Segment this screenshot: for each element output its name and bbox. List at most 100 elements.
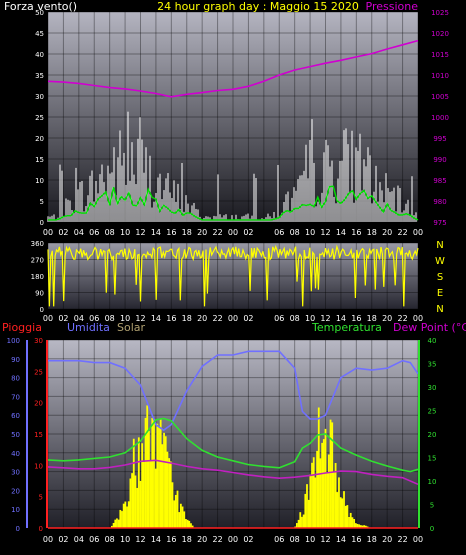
x-tick-label: 20 <box>382 228 392 237</box>
wind-series <box>47 111 419 222</box>
y-tick-label: 20 <box>11 487 20 495</box>
x-tick-label: 08 <box>290 228 300 237</box>
x-tick-label: 08 <box>290 535 300 544</box>
y-tick-label: 0 <box>40 306 44 314</box>
y-tick-label: 1010 <box>431 72 449 80</box>
x-tick-label: 22 <box>397 228 407 237</box>
y-tick-label: 15 <box>428 455 437 463</box>
x-tick-label: 08 <box>105 228 115 237</box>
y-tick-label: 10 <box>428 478 437 486</box>
x-tick-label: 12 <box>320 314 330 323</box>
x-tick-label: 02 <box>243 228 253 237</box>
y-tick-label: 40 <box>11 450 20 458</box>
wind-axis-ticks: 0 5 10 15 20 25 30 35 40 45 50 <box>35 9 44 227</box>
y-tick-label: 975 <box>433 219 446 227</box>
pressure-axis-ticks: 975 980 985 990 995 1000 1005 1010 1015 1020 1025 <box>431 9 449 227</box>
x-tick-label: 22 <box>397 314 407 323</box>
x-tick-label: 18 <box>182 314 192 323</box>
x-tick-label: 00 <box>43 228 53 237</box>
direction-axis-ticks: 0 90 180 270 360 <box>31 240 44 314</box>
x-tick-label: 06 <box>274 314 284 323</box>
x-tick-label: 22 <box>397 535 407 544</box>
y-tick-label: 60 <box>11 412 20 420</box>
x-tick-label: 20 <box>197 228 207 237</box>
x-tick-label: 18 <box>367 314 377 323</box>
x-tick-label: 12 <box>320 228 330 237</box>
climate-chart: 0 10 20 30 40 50 60 70 80 90 100 0 5 10 15 20 25 30 0 5 10… <box>2 321 466 544</box>
x-tick-label: 14 <box>151 314 161 323</box>
y-tick-label: 10 <box>35 177 44 185</box>
climate-series <box>47 350 419 529</box>
x-tick-label: 18 <box>367 535 377 544</box>
x-tick-label: 16 <box>166 535 176 544</box>
temperature-axis-ticks: 0 5 10 15 20 25 30 35 40 <box>428 337 437 533</box>
rain-axis-ticks: 0 5 10 15 20 25 30 <box>34 337 43 533</box>
y-tick-label: 0 <box>430 525 434 533</box>
x-tick-label: 06 <box>274 228 284 237</box>
x-tick-label: 12 <box>135 228 145 237</box>
dew_point-line <box>47 459 419 486</box>
y-tick-label: 1015 <box>431 51 449 59</box>
y-tick-label: 360 <box>31 240 44 248</box>
x-tick-label: 12 <box>135 535 145 544</box>
x-tick-label: 22 <box>212 228 222 237</box>
chart-title: 24 hour graph day : Maggio 15 2020 <box>157 0 359 13</box>
y-tick-label: 35 <box>428 361 437 369</box>
compass-label: N <box>436 240 443 251</box>
x-tick-label: 16 <box>166 228 176 237</box>
y-tick-label: 1025 <box>431 9 449 17</box>
x-tick-label: 06 <box>89 535 99 544</box>
legend-solar: Solar <box>117 321 146 334</box>
y-tick-label: 50 <box>11 431 20 439</box>
x-tick-label: 02 <box>58 228 68 237</box>
x-tick-label: 18 <box>367 228 377 237</box>
temperature-line <box>47 417 419 473</box>
y-tick-label: 40 <box>35 51 44 59</box>
x-tick-label: 18 <box>182 228 192 237</box>
y-tick-label: 35 <box>35 72 44 80</box>
pressure-axis-label: Pressione <box>366 0 419 13</box>
x-tick-label: 10 <box>305 228 315 237</box>
x-tick-label: 12 <box>320 535 330 544</box>
y-tick-label: 1005 <box>431 93 449 101</box>
y-tick-label: 40 <box>428 337 437 345</box>
y-tick-label: 5 <box>40 198 44 206</box>
x-tick-label: 10 <box>120 314 130 323</box>
x-tick-label: 02 <box>58 314 68 323</box>
y-tick-label: 20 <box>35 135 44 143</box>
direction-x-ticks: 00 02 04 06 08 10 12 14 16 18 20 22 00 02 06 08 10 12 14 16… <box>43 314 423 323</box>
x-tick-label: 06 <box>89 228 99 237</box>
y-tick-label: 25 <box>428 408 437 416</box>
y-tick-label: 25 <box>35 114 44 122</box>
y-tick-label: 0 <box>39 525 43 533</box>
x-tick-label: 06 <box>274 535 284 544</box>
x-tick-label: 16 <box>351 314 361 323</box>
x-tick-label: 06 <box>89 314 99 323</box>
y-tick-label: 980 <box>433 198 446 206</box>
x-tick-label: 00 <box>43 314 53 323</box>
humidity-line <box>48 350 419 432</box>
y-tick-label: 5 <box>39 494 43 502</box>
y-tick-label: 80 <box>11 375 20 383</box>
y-tick-label: 100 <box>7 337 20 345</box>
wind-direction-line <box>47 244 419 307</box>
x-tick-label: 10 <box>120 535 130 544</box>
pressure-line <box>47 39 419 98</box>
x-tick-label: 20 <box>197 535 207 544</box>
y-tick-label: 20 <box>428 431 437 439</box>
y-tick-label: 30 <box>35 93 44 101</box>
y-tick-label: 10 <box>11 506 20 514</box>
climate-plot-area <box>48 340 418 528</box>
x-tick-label: 14 <box>151 535 161 544</box>
x-tick-label: 00 <box>43 535 53 544</box>
x-tick-label: 08 <box>290 314 300 323</box>
compass-label: S <box>437 272 443 283</box>
x-tick-label: 00 <box>228 314 238 323</box>
legend-rain: Pioggia <box>2 321 42 334</box>
y-tick-label: 985 <box>433 177 446 185</box>
y-tick-label: 15 <box>35 156 44 164</box>
